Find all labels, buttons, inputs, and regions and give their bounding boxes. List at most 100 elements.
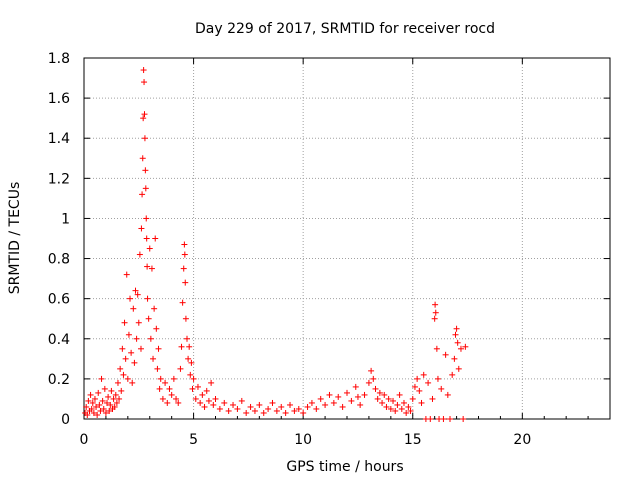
data-point: [131, 359, 138, 366]
data-point: [322, 401, 329, 408]
data-point: [120, 371, 127, 378]
data-point: [352, 383, 359, 390]
data-point: [138, 225, 145, 232]
data-point: [376, 389, 383, 396]
data-point: [400, 399, 407, 406]
data-point: [385, 395, 392, 402]
data-point: [157, 375, 164, 382]
data-point: [433, 345, 440, 352]
data-point: [134, 291, 141, 298]
data-point: [97, 407, 104, 414]
data-point: [230, 401, 237, 408]
data-point: [199, 391, 206, 398]
data-point: [100, 405, 107, 412]
data-point: [181, 241, 188, 248]
grid: [84, 58, 610, 419]
data-point: [88, 405, 95, 412]
data-point: [84, 411, 91, 418]
data-point: [156, 385, 163, 392]
data-point: [425, 379, 432, 386]
data-point: [87, 391, 94, 398]
data-point: [179, 299, 186, 306]
data-point: [449, 371, 456, 378]
data-point: [178, 343, 185, 350]
y-axis-title: SRMTID / TECUs: [7, 182, 23, 295]
y-tick-label: 1.6: [48, 91, 70, 107]
data-point: [440, 416, 447, 422]
data-point: [187, 371, 194, 378]
data-point: [140, 67, 147, 74]
data-point: [136, 251, 143, 258]
data-point: [361, 391, 368, 398]
data-point: [411, 383, 418, 390]
data-point: [164, 399, 171, 406]
data-point: [110, 395, 117, 402]
data-point: [291, 407, 298, 414]
data-point: [185, 355, 192, 362]
data-point: [166, 385, 173, 392]
data-point: [142, 167, 149, 174]
data-point: [83, 403, 90, 410]
data-point: [432, 309, 439, 316]
data-point: [221, 399, 228, 406]
data-point: [105, 393, 112, 400]
data-point: [370, 375, 377, 382]
data-point: [143, 215, 150, 222]
y-tick-label: 0.8: [48, 252, 70, 268]
data-point: [130, 305, 137, 312]
x-tick-label: 20: [513, 432, 531, 448]
data-point: [304, 403, 311, 410]
data-point: [414, 375, 421, 382]
data-point: [135, 319, 142, 326]
y-tick-label: 1.2: [48, 171, 70, 187]
data-point: [269, 399, 276, 406]
data-point: [123, 271, 130, 278]
data-point: [394, 401, 401, 408]
data-point: [398, 405, 405, 412]
data-points: [82, 67, 469, 422]
data-point: [247, 403, 254, 410]
data-point: [278, 403, 285, 410]
data-point: [144, 295, 151, 302]
data-point: [335, 393, 342, 400]
data-point: [348, 397, 355, 404]
data-point: [243, 409, 250, 416]
data-point: [205, 397, 212, 404]
data-point: [112, 391, 119, 398]
data-point: [129, 379, 136, 386]
data-point: [175, 399, 182, 406]
data-point: [407, 407, 414, 414]
data-point: [387, 405, 394, 412]
data-point: [89, 399, 96, 406]
data-point: [154, 365, 161, 372]
data-point: [139, 155, 146, 162]
data-point: [201, 403, 208, 410]
data-point: [194, 383, 201, 390]
x-tick-label: 0: [80, 432, 89, 448]
data-point: [330, 399, 337, 406]
y-tick-label: 0.2: [48, 372, 70, 388]
data-point: [95, 389, 102, 396]
data-point: [159, 395, 166, 402]
x-tick-label: 15: [404, 432, 422, 448]
data-point: [454, 339, 461, 346]
data-point: [365, 379, 372, 386]
data-point: [141, 79, 148, 86]
data-point: [392, 407, 399, 414]
data-point: [106, 407, 113, 414]
data-point: [102, 409, 109, 416]
data-point: [344, 389, 350, 396]
data-point: [150, 355, 157, 362]
data-point: [182, 315, 189, 322]
data-point: [146, 245, 153, 252]
data-point: [287, 401, 294, 408]
data-point: [368, 367, 375, 374]
data-point: [197, 399, 204, 406]
data-point: [313, 405, 320, 412]
data-point: [90, 409, 97, 416]
data-point: [455, 365, 462, 372]
x-tick-label: 5: [189, 432, 198, 448]
data-point: [409, 395, 416, 402]
data-point: [256, 401, 263, 408]
data-point: [212, 395, 219, 402]
